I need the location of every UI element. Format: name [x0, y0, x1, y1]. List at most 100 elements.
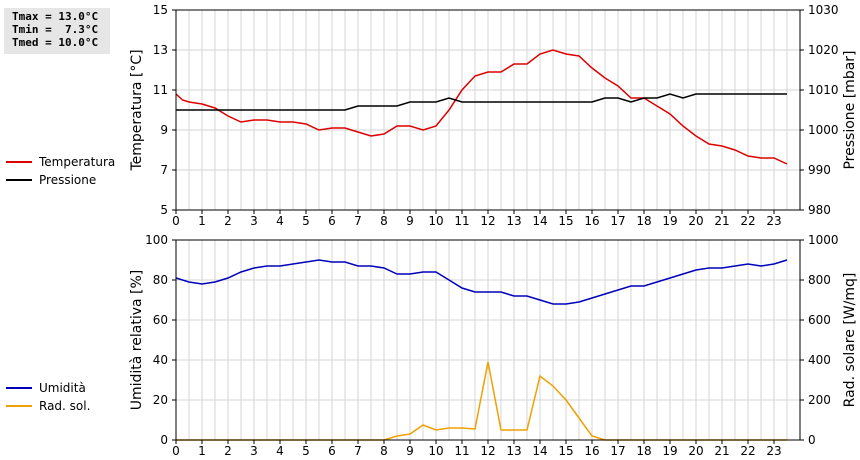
x-tick-label: 17: [610, 214, 625, 228]
x-tick-label: 9: [406, 444, 414, 458]
x-tick-label: 3: [250, 214, 258, 228]
x-tick-label: 4: [276, 444, 284, 458]
y-right-tick-label: 980: [808, 203, 831, 217]
x-tick-label: 7: [354, 444, 362, 458]
x-tick-label: 23: [766, 444, 781, 458]
x-tick-label: 2: [224, 214, 232, 228]
y-right-axis-label: Rad. solare [W/mq]: [842, 273, 858, 408]
y-left-tick-label: 0: [160, 433, 168, 447]
legend-item: Umidità: [6, 379, 90, 397]
legend-swatch: [6, 161, 32, 163]
x-tick-label: 12: [480, 444, 495, 458]
y-left-tick-label: 9: [160, 123, 168, 137]
y-right-axis-label: Pressione [mbar]: [842, 50, 858, 169]
y-right-tick-label: 800: [808, 273, 831, 287]
x-tick-label: 22: [740, 214, 755, 228]
y-left-axis-label: Temperatura [°C]: [129, 49, 145, 171]
x-tick-label: 23: [766, 214, 781, 228]
legend-swatch: [6, 179, 32, 181]
stat-tmed: Tmed = 10.0°C: [12, 36, 99, 49]
x-tick-label: 8: [380, 444, 388, 458]
x-tick-label: 1: [198, 214, 206, 228]
legend-swatch: [6, 387, 32, 389]
x-tick-label: 17: [610, 444, 625, 458]
y-left-tick-label: 5: [160, 203, 168, 217]
x-tick-label: 14: [532, 444, 547, 458]
y-right-tick-label: 1030: [808, 3, 839, 17]
y-left-tick-label: 100: [145, 233, 168, 247]
x-tick-label: 19: [662, 444, 677, 458]
legend-item: Rad. sol.: [6, 397, 90, 415]
x-tick-label: 0: [172, 214, 180, 228]
legend-label: Temperatura: [39, 155, 116, 169]
stats-box: Tmax = 13.0°C Tmin = 7.3°C Tmed = 10.0°C: [4, 8, 110, 54]
x-tick-label: 15: [558, 444, 573, 458]
x-tick-label: 1: [198, 444, 206, 458]
chart-panel-1: 0 1 2 3 4 5 6 7 8 9 10 11 12 13 14 15 16 17 18 19 20 21 22 2357…: [129, 3, 858, 228]
x-tick-label: 12: [480, 214, 495, 228]
series-line-umidit: [175, 259, 788, 305]
y-left-tick-label: 11: [153, 83, 168, 97]
x-tick-label: 20: [688, 444, 703, 458]
x-tick-label: 2: [224, 444, 232, 458]
legend-item: Temperatura: [6, 153, 115, 171]
y-right-tick-label: 990: [808, 163, 831, 177]
legend-top: Temperatura Pressione: [6, 153, 115, 189]
x-tick-label: 13: [506, 214, 521, 228]
x-tick-label: 6: [328, 214, 336, 228]
x-tick-label: 18: [636, 214, 651, 228]
legend-label: Pressione: [39, 173, 97, 187]
y-left-tick-label: 7: [160, 163, 168, 177]
y-left-tick-label: 40: [153, 353, 168, 367]
x-tick-label: 15: [558, 214, 573, 228]
x-tick-label: 4: [276, 214, 284, 228]
legend-label: Umidità: [39, 381, 86, 395]
x-tick-label: 20: [688, 214, 703, 228]
x-tick-label: 11: [454, 444, 469, 458]
y-right-tick-label: 1000: [808, 233, 839, 247]
y-right-tick-label: 1020: [808, 43, 839, 57]
chart-panel-2: 0 1 2 3 4 5 6 7 8 9 10 11 12 13 14 15 16 17 18 19 20 21 22 2302…: [129, 233, 858, 458]
legend-swatch: [6, 405, 32, 407]
x-tick-label: 5: [302, 214, 310, 228]
x-tick-label: 21: [714, 444, 729, 458]
series-line-temperatura: [175, 49, 788, 165]
x-tick-label: 22: [740, 444, 755, 458]
y-right-tick-label: 400: [808, 353, 831, 367]
x-tick-label: 16: [584, 214, 599, 228]
x-tick-label: 10: [428, 214, 443, 228]
stat-tmin: Tmin = 7.3°C: [12, 23, 99, 36]
x-tick-label: 14: [532, 214, 547, 228]
y-left-tick-label: 60: [153, 313, 168, 327]
x-tick-label: 8: [380, 214, 388, 228]
y-left-tick-label: 20: [153, 393, 168, 407]
y-right-tick-label: 0: [808, 433, 816, 447]
y-left-tick-label: 15: [153, 3, 168, 17]
x-tick-label: 6: [328, 444, 336, 458]
x-tick-label: 19: [662, 214, 677, 228]
x-tick-label: 7: [354, 214, 362, 228]
x-tick-label: 13: [506, 444, 521, 458]
x-tick-label: 10: [428, 444, 443, 458]
x-tick-label: 3: [250, 444, 258, 458]
series-line-pressione: [176, 93, 787, 111]
stat-tmax: Tmax = 13.0°C: [12, 10, 99, 23]
y-left-tick-label: 13: [153, 43, 168, 57]
series-line-rad-sol: [176, 361, 787, 441]
x-tick-label: 9: [406, 214, 414, 228]
y-right-tick-label: 200: [808, 393, 831, 407]
x-tick-label: 11: [454, 214, 469, 228]
y-left-axis-label: Umidità relativa [%]: [129, 270, 145, 411]
y-right-tick-label: 1010: [808, 83, 839, 97]
y-right-tick-label: 600: [808, 313, 831, 327]
x-tick-label: 16: [584, 444, 599, 458]
x-tick-label: 18: [636, 444, 651, 458]
legend-bottom: Umidità Rad. sol.: [6, 379, 90, 415]
x-tick-label: 5: [302, 444, 310, 458]
x-tick-label: 21: [714, 214, 729, 228]
legend-label: Rad. sol.: [39, 399, 91, 413]
y-right-tick-label: 1000: [808, 123, 839, 137]
x-tick-label: 0: [172, 444, 180, 458]
y-left-tick-label: 80: [153, 273, 168, 287]
